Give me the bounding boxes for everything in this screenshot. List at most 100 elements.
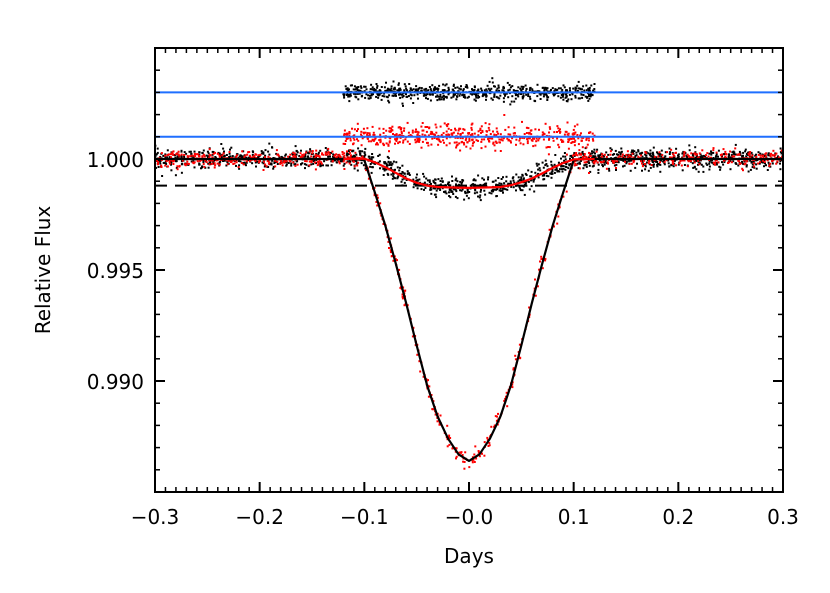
data-point <box>390 130 393 132</box>
data-point <box>176 165 179 168</box>
data-point <box>221 154 224 157</box>
data-point <box>301 162 304 165</box>
data-point <box>280 155 283 158</box>
data-point <box>414 138 417 141</box>
data-point <box>356 169 359 172</box>
data-point <box>201 166 203 169</box>
data-point <box>474 99 477 102</box>
data-point <box>524 84 527 87</box>
data-point <box>650 164 653 166</box>
data-point <box>555 89 558 92</box>
data-point <box>356 92 359 95</box>
data-point <box>385 129 388 132</box>
data-point <box>400 132 403 135</box>
data-point <box>460 451 463 454</box>
data-point <box>479 194 482 197</box>
data-point <box>353 165 356 168</box>
data-point <box>504 188 507 191</box>
data-point <box>173 159 175 162</box>
data-point <box>388 130 391 133</box>
data-point <box>162 154 165 157</box>
data-point <box>429 188 432 191</box>
data-point <box>418 360 421 363</box>
data-point <box>348 132 351 135</box>
data-point <box>537 172 540 175</box>
data-point <box>209 163 212 166</box>
data-point <box>553 90 556 93</box>
data-point <box>455 141 458 144</box>
data-point <box>279 162 282 165</box>
data-point <box>462 89 465 92</box>
data-point <box>357 139 360 142</box>
data-point <box>592 151 595 154</box>
data-point <box>666 151 669 154</box>
data-point <box>512 179 515 182</box>
data-point <box>598 159 601 162</box>
data-point <box>585 89 588 92</box>
data-point <box>295 153 298 156</box>
data-point <box>362 127 365 130</box>
data-point <box>189 155 192 158</box>
data-point <box>558 168 561 171</box>
data-point <box>486 438 489 441</box>
data-point <box>448 181 450 184</box>
data-point <box>461 137 464 140</box>
data-point <box>193 150 196 153</box>
data-point <box>518 186 521 189</box>
data-point <box>627 156 629 159</box>
data-point <box>560 157 562 160</box>
data-point <box>447 127 450 130</box>
data-point <box>262 152 265 155</box>
data-point <box>356 88 359 91</box>
data-point <box>588 97 591 100</box>
data-point <box>393 134 396 137</box>
data-point <box>543 174 546 177</box>
data-point <box>365 93 368 96</box>
data-point <box>538 92 541 95</box>
data-point <box>471 93 474 96</box>
data-point <box>525 174 528 176</box>
data-point <box>509 140 512 143</box>
data-point <box>373 138 376 141</box>
data-point <box>408 143 411 145</box>
data-point <box>398 268 401 271</box>
data-point <box>395 133 398 136</box>
data-point <box>367 94 370 97</box>
data-point <box>220 156 223 158</box>
data-point <box>237 156 240 159</box>
data-point <box>525 90 527 93</box>
data-point <box>729 168 732 171</box>
data-point <box>651 160 654 163</box>
data-point <box>502 100 505 103</box>
data-point <box>708 168 711 171</box>
data-point <box>345 138 348 140</box>
data-point <box>271 146 273 149</box>
data-point <box>579 134 582 137</box>
data-point <box>575 163 578 166</box>
data-point <box>453 141 456 144</box>
data-point <box>361 155 364 158</box>
data-point <box>464 139 467 142</box>
data-point <box>462 128 465 131</box>
data-point <box>495 419 498 422</box>
data-point <box>442 98 445 101</box>
data-point <box>342 160 345 163</box>
data-point <box>472 142 474 145</box>
data-point <box>564 96 567 99</box>
data-point <box>636 162 638 165</box>
data-point <box>310 161 313 163</box>
data-point <box>368 132 371 135</box>
data-point <box>380 98 383 101</box>
data-point <box>248 160 251 162</box>
data-point <box>779 168 782 171</box>
data-point <box>749 159 752 162</box>
data-point <box>412 88 415 91</box>
data-point <box>700 163 703 166</box>
data-point <box>673 154 676 157</box>
data-point <box>742 163 745 165</box>
data-point <box>279 160 282 163</box>
data-point <box>259 153 262 156</box>
data-point <box>346 160 349 163</box>
data-point <box>433 181 436 184</box>
data-point <box>531 137 534 140</box>
